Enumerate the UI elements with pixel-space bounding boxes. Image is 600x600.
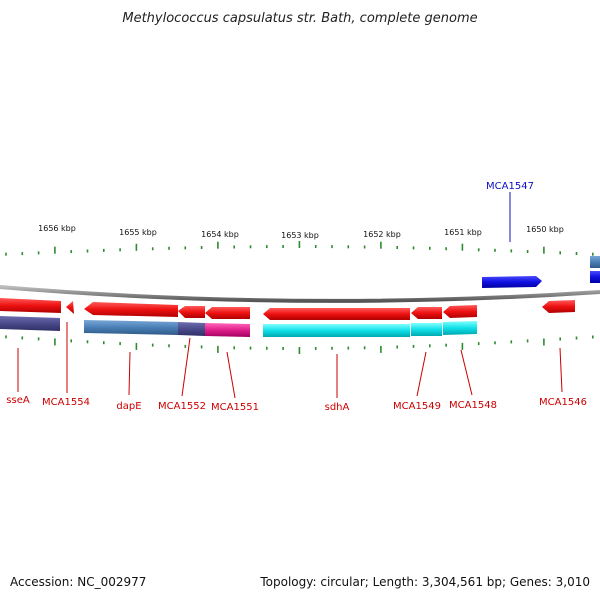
genome-backbone xyxy=(0,285,600,303)
leader-MCA1546 xyxy=(559,347,563,393)
label-sseA[interactable]: sseA xyxy=(6,395,30,406)
scale-label-1654: 1654 kbp xyxy=(201,230,239,239)
cds-track xyxy=(0,316,477,337)
scale-label-1653: 1653 kbp xyxy=(281,231,319,240)
accession-text: Accession: NC_002977 xyxy=(10,575,146,589)
label-MCA1554[interactable]: MCA1554 xyxy=(42,397,90,408)
cds-MCA1551[interactable] xyxy=(205,323,250,337)
cds-MCA1549[interactable] xyxy=(411,323,442,336)
label-MCA1546[interactable]: MCA1546 xyxy=(539,397,587,408)
gene-dapE[interactable] xyxy=(84,302,178,317)
cds-sdhA[interactable] xyxy=(263,324,410,337)
label-MCA1552[interactable]: MCA1552 xyxy=(158,401,206,412)
gene-MCA1549[interactable] xyxy=(411,307,442,319)
scale-label-1655: 1655 kbp xyxy=(119,228,157,237)
forward-strand-track xyxy=(482,256,600,288)
label-MCA1547[interactable]: MCA1547 xyxy=(486,181,534,192)
gene-sdhA[interactable] xyxy=(263,308,410,320)
gene-MCA1552[interactable] xyxy=(178,306,205,318)
cds-dapE[interactable] xyxy=(84,320,178,335)
cds-forward-partial-right[interactable] xyxy=(590,256,600,268)
outer-tick-row xyxy=(5,241,594,256)
gene-forward-partial-right[interactable] xyxy=(590,271,600,283)
label-dapE[interactable]: dapE xyxy=(116,401,141,412)
label-sdhA[interactable]: sdhA xyxy=(325,402,350,413)
scale-label-1650: 1650 kbp xyxy=(526,225,564,234)
genome-summary-text: Topology: circular; Length: 3,304,561 bp… xyxy=(259,575,590,589)
gene-labels: MCA1547 sseA MCA1554 dapE MCA1552 MCA155… xyxy=(6,181,587,413)
scale-label-1656: 1656 kbp xyxy=(38,224,76,233)
scale-labels: 1656 kbp 1655 kbp 1654 kbp 1653 kbp 1652… xyxy=(38,224,564,240)
map-title: Methylococcus capsulatus str. Bath, comp… xyxy=(122,11,477,26)
leader-MCA1549 xyxy=(416,351,427,397)
gene-MCA1551[interactable] xyxy=(205,307,250,319)
leader-MCA1551 xyxy=(226,351,236,399)
leader-MCA1548 xyxy=(460,349,473,396)
leader-MCA1552 xyxy=(181,337,191,397)
label-MCA1548[interactable]: MCA1548 xyxy=(449,400,497,411)
label-MCA1551[interactable]: MCA1551 xyxy=(211,402,259,413)
scale-label-1651: 1651 kbp xyxy=(444,228,482,237)
scale-label-1652: 1652 kbp xyxy=(363,230,401,239)
leader-dapE xyxy=(128,351,131,396)
cds-MCA1552[interactable] xyxy=(178,322,205,336)
gene-MCA1547[interactable] xyxy=(482,276,542,288)
gene-MCA1554[interactable] xyxy=(66,301,74,314)
inner-tick-row xyxy=(5,335,594,354)
gene-MCA1546[interactable] xyxy=(542,300,575,313)
gene-sseA[interactable] xyxy=(0,298,61,313)
label-leaders xyxy=(17,322,563,399)
cds-MCA1548[interactable] xyxy=(443,321,477,335)
label-MCA1549[interactable]: MCA1549 xyxy=(393,401,441,412)
gene-MCA1548[interactable] xyxy=(443,305,477,318)
cds-sseA[interactable] xyxy=(0,316,60,331)
reverse-strand-track xyxy=(0,298,575,320)
